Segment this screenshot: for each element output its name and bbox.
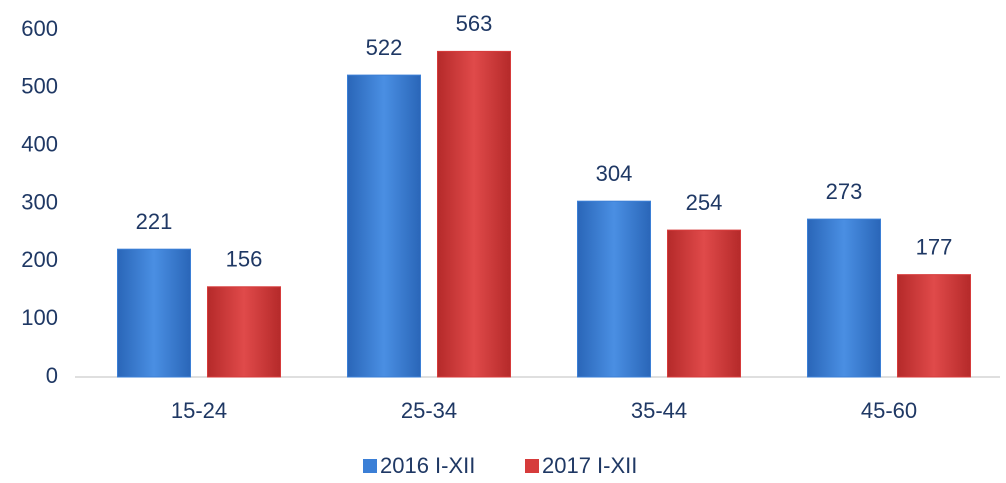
y-tick-label: 300 [21,189,58,214]
y-tick-label: 600 [21,16,58,41]
bar [807,218,881,378]
y-tick-label: 0 [46,363,58,388]
x-tick-label: 15-24 [171,398,227,423]
data-label: 221 [136,209,173,234]
x-tick-label: 25-34 [401,398,457,423]
x-tick-label: 35-44 [631,398,687,423]
legend-label: 2016 I-XII [380,453,475,478]
bar [667,229,741,378]
y-tick-label: 500 [21,74,58,99]
data-label: 563 [456,11,493,36]
bar [897,274,971,378]
data-label: 273 [826,179,863,204]
bar [437,50,511,378]
y-tick-label: 200 [21,247,58,272]
bar [347,74,421,378]
bar [207,286,281,378]
data-label: 254 [686,190,723,215]
data-label: 522 [366,35,403,60]
data-label: 177 [916,234,953,259]
legend-swatch [525,459,539,473]
data-label: 156 [226,247,263,272]
legend-swatch [363,459,377,473]
bar [577,200,651,378]
data-label: 304 [596,161,633,186]
y-tick-label: 100 [21,305,58,330]
x-tick-label: 45-60 [861,398,917,423]
y-tick-label: 400 [21,131,58,156]
legend-label: 2017 I-XII [542,453,637,478]
bar [117,248,191,378]
